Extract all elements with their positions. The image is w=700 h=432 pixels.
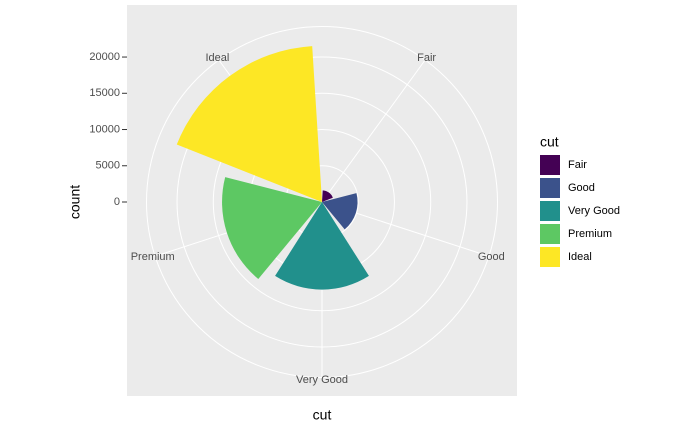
- legend-label: Very Good: [568, 205, 620, 217]
- legend-label: Good: [568, 182, 595, 194]
- spoke: [321, 59, 426, 203]
- legend-key: [540, 155, 560, 175]
- x-axis-title: cut: [313, 407, 332, 423]
- bar: [222, 177, 322, 280]
- bar: [322, 193, 358, 230]
- y-tick-label: 10000: [89, 123, 120, 135]
- category-label: Fair: [417, 52, 436, 64]
- legend-title: cut: [540, 134, 559, 150]
- bar: [275, 202, 369, 290]
- category-label: Very Good: [296, 374, 348, 386]
- bar: [322, 190, 333, 202]
- y-tick-label: 0: [114, 196, 120, 208]
- y-axis-title: count: [67, 185, 83, 219]
- legend-label: Premium: [568, 228, 612, 240]
- y-tick-label: 20000: [89, 51, 120, 63]
- legend-key: [540, 224, 560, 244]
- legend-key: [540, 247, 560, 267]
- legend-label: Ideal: [568, 251, 592, 263]
- bar: [176, 46, 322, 202]
- legend-key: [540, 201, 560, 221]
- category-label: Ideal: [205, 52, 229, 64]
- y-tick-label: 5000: [96, 160, 120, 172]
- y-tick-label: 15000: [89, 87, 120, 99]
- legend-label: Fair: [568, 159, 587, 171]
- category-label: Good: [478, 251, 505, 263]
- legend-key: [540, 178, 560, 198]
- category-label: Premium: [131, 251, 175, 263]
